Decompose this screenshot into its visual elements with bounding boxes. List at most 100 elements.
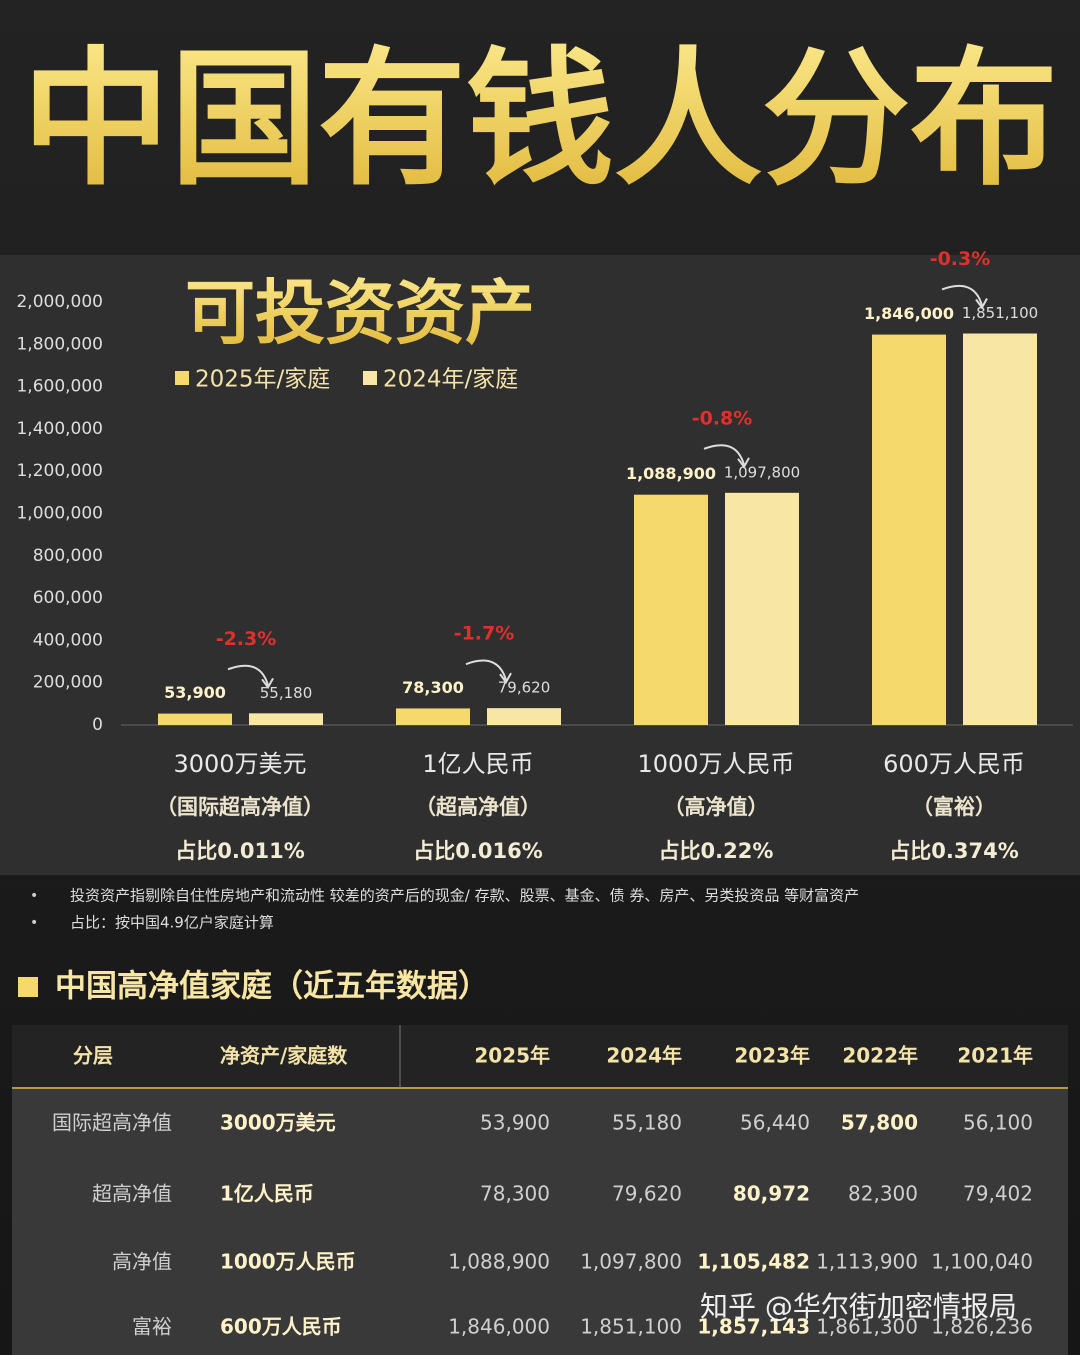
table-cell: 1,826,236 — [931, 1315, 1033, 1339]
value-label: 1,088,900 — [626, 464, 716, 483]
category-share: 占比0.016% — [413, 839, 542, 863]
table-cell: 1,097,800 — [580, 1250, 682, 1274]
y-tick-label: 2,000,000 — [16, 292, 103, 312]
table-cell: 600万人民币 — [220, 1315, 342, 1339]
table-cell: 1,846,000 — [448, 1315, 550, 1339]
x-tick-label: 1亿人民币 — [422, 750, 533, 778]
x-tick-label: 3000万美元 — [173, 750, 306, 778]
legend-swatch — [175, 371, 189, 385]
table-cell: 富裕 — [132, 1315, 172, 1339]
bar — [634, 494, 708, 725]
section-marker — [18, 977, 38, 997]
bar — [158, 713, 232, 725]
y-tick-label: 1,800,000 — [16, 334, 103, 354]
value-label: 1,846,000 — [864, 304, 954, 323]
y-tick-label: 1,000,000 — [16, 504, 103, 524]
arrow-head — [261, 677, 274, 690]
category-share: 占比0.374% — [889, 839, 1018, 863]
value-label: 78,300 — [402, 678, 464, 697]
table-header: 2024年 — [606, 1044, 682, 1068]
arrow-head — [975, 298, 988, 310]
table-cell: 79,402 — [963, 1182, 1033, 1206]
table-cell: 80,972 — [733, 1182, 810, 1206]
value-label: 79,620 — [498, 679, 551, 697]
legend-swatch — [363, 371, 377, 385]
note: 占比：按中国4.9亿户家庭计算 — [70, 914, 274, 932]
note: 投资资产指剔除自住性房地产和流动性 较差的资产后的现金/ 存款、股票、基金、债 … — [70, 887, 859, 905]
table-cell: 1,857,143 — [697, 1315, 810, 1339]
table-header: 2022年 — [842, 1044, 918, 1068]
change-annotation: -0.8% — [692, 407, 753, 429]
y-tick-label: 0 — [92, 715, 103, 735]
table-cell: 55,180 — [612, 1111, 682, 1135]
table-cell: 53,900 — [480, 1111, 550, 1135]
bar — [963, 333, 1037, 725]
category-subtitle: （富裕） — [912, 795, 996, 819]
bar — [872, 334, 946, 725]
table-cell: 1,851,100 — [580, 1315, 682, 1339]
table-cell: 1,861,300 — [816, 1315, 918, 1339]
table-header: 净资产/家庭数 — [220, 1044, 348, 1068]
value-label: 1,097,800 — [724, 463, 800, 481]
note-bullet: • — [30, 888, 38, 904]
change-arrow — [703, 444, 745, 466]
change-annotation: -2.3% — [216, 628, 277, 650]
y-tick-label: 600,000 — [33, 588, 103, 608]
arrow-head — [737, 457, 750, 469]
watermark: 知乎 @华尔街加密情报局 — [700, 1290, 1017, 1323]
bar — [725, 492, 799, 725]
table-cell: 3000万美元 — [220, 1111, 336, 1135]
table-header: 2025年 — [474, 1044, 550, 1068]
table-cell: 82,300 — [848, 1182, 918, 1206]
change-arrow — [941, 284, 983, 306]
category-share: 占比0.22% — [659, 839, 774, 863]
chart-title: 可投资资产 — [185, 272, 535, 354]
change-arrow — [227, 664, 269, 686]
category-subtitle: （国际超高净值） — [156, 795, 324, 819]
category-subtitle: （高净值） — [664, 795, 769, 819]
change-annotation: -0.3% — [930, 248, 991, 270]
legend-label: 2025年/家庭 — [195, 367, 330, 393]
table-cell: 56,100 — [963, 1111, 1033, 1135]
table-cell: 56,440 — [740, 1111, 810, 1135]
arrow-head — [499, 672, 512, 684]
value-label: 55,180 — [260, 684, 313, 702]
page-title: 中国有钱人分布 — [22, 34, 1058, 206]
change-arrow — [465, 659, 507, 681]
bar — [487, 708, 561, 725]
category-share: 占比0.011% — [175, 839, 304, 863]
table-header: 2021年 — [957, 1044, 1033, 1068]
y-tick-label: 1,200,000 — [16, 461, 103, 481]
value-label: 53,900 — [164, 683, 226, 702]
bar — [396, 708, 470, 725]
value-label: 1,851,100 — [962, 304, 1038, 322]
table-cell: 79,620 — [612, 1182, 682, 1206]
table-cell: 78,300 — [480, 1182, 550, 1206]
table-cell: 1亿人民币 — [220, 1182, 314, 1206]
table-cell: 1,113,900 — [816, 1250, 918, 1274]
y-tick-label: 400,000 — [33, 630, 103, 650]
table-cell: 超高净值 — [92, 1182, 172, 1206]
table-cell: 1000万人民币 — [220, 1250, 356, 1274]
y-tick-label: 1,600,000 — [16, 377, 103, 397]
table-cell: 国际超高净值 — [52, 1111, 172, 1135]
x-tick-label: 600万人民币 — [883, 750, 1025, 778]
table-header: 2023年 — [734, 1044, 810, 1068]
table-cell: 57,800 — [841, 1111, 918, 1135]
note-bullet: • — [30, 915, 38, 931]
y-tick-label: 200,000 — [33, 673, 103, 693]
table-title: 中国高净值家庭（近五年数据） — [55, 969, 489, 1005]
table-cell: 1,100,040 — [931, 1250, 1033, 1274]
table-cell: 1,088,900 — [448, 1250, 550, 1274]
table-cell: 高净值 — [112, 1250, 172, 1274]
category-subtitle: （超高净值） — [415, 795, 541, 819]
table-header: 分层 — [73, 1044, 113, 1068]
y-tick-label: 800,000 — [33, 546, 103, 566]
change-annotation: -1.7% — [454, 623, 515, 645]
table-header-bg — [12, 1025, 1068, 1088]
bar — [249, 713, 323, 725]
x-tick-label: 1000万人民币 — [637, 750, 794, 778]
table-cell: 1,105,482 — [697, 1250, 810, 1274]
